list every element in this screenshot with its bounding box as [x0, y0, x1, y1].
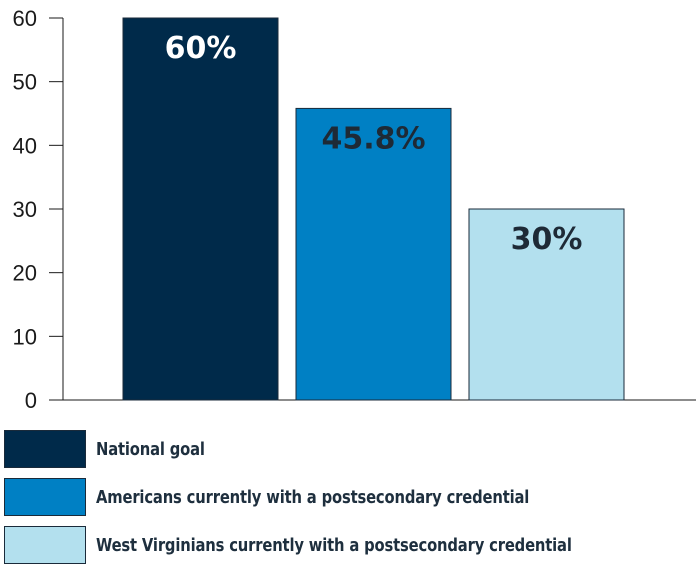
legend-label: West Virginians currently with a postsec… — [96, 535, 572, 556]
legend-item-west-virginians: West Virginians currently with a postsec… — [0, 522, 696, 570]
bar-chart: 0 10 20 30 40 50 60 60% 45.8% 30% — [13, 6, 696, 413]
bar — [468, 208, 625, 401]
bar — [295, 107, 452, 401]
legend-label: National goal — [96, 439, 205, 460]
legend-item-national-goal: National goal — [0, 426, 696, 474]
y-tick-label: 30 — [13, 197, 37, 222]
bar-value-label: 30% — [511, 222, 583, 257]
legend-label: Americans currently with a postsecondary… — [96, 487, 530, 508]
legend-item-americans: Americans currently with a postsecondary… — [0, 474, 696, 522]
legend-swatch — [4, 478, 86, 516]
bar — [122, 17, 279, 401]
bars: 60% 45.8% 30% — [122, 17, 625, 401]
legend: National goal Americans currently with a… — [0, 426, 696, 570]
bar-value-label: 45.8% — [321, 121, 425, 156]
y-tick-label: 60 — [13, 6, 37, 31]
y-tick-label: 20 — [13, 261, 37, 286]
y-tick-label: 10 — [13, 324, 37, 349]
bar-value-label: 60% — [165, 31, 237, 66]
y-tick-label: 50 — [13, 70, 37, 95]
y-tick-label: 40 — [13, 133, 37, 158]
legend-swatch — [4, 526, 86, 564]
legend-swatch — [4, 430, 86, 468]
y-tick-label: 0 — [25, 388, 37, 413]
